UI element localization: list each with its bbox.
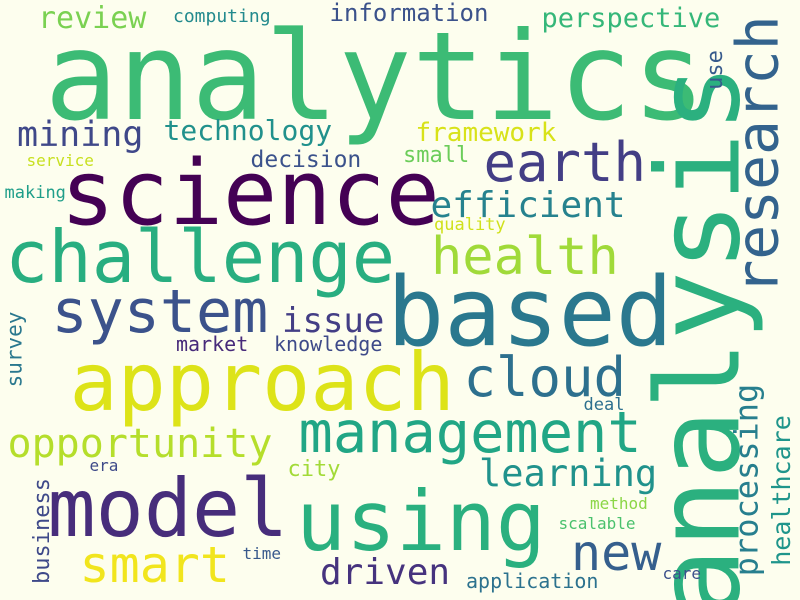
cloud-word-scalable: scalable: [558, 514, 636, 533]
cloud-word-care: care: [662, 564, 702, 583]
cloud-word-knowledge: knowledge: [274, 332, 383, 356]
cloud-word-learning: learning: [479, 451, 658, 495]
cloud-word-cloud: cloud: [463, 346, 627, 409]
cloud-word-business: business: [29, 478, 55, 584]
cloud-word-deal: deal: [583, 394, 625, 415]
cloud-word-computing: computing: [173, 6, 271, 27]
cloud-word-market: market: [176, 332, 249, 356]
cloud-word-opportunity: opportunity: [7, 421, 273, 467]
cloud-word-issue: issue: [282, 301, 385, 341]
cloud-word-decision: decision: [250, 146, 362, 173]
cloud-word-review: review: [38, 1, 147, 36]
cloud-word-use: use: [702, 50, 728, 90]
cloud-word-smart: smart: [79, 536, 231, 594]
cloud-word-processing: processing: [726, 383, 765, 577]
cloud-word-research: research: [723, 15, 792, 295]
cloud-word-analytics: analytics: [44, 6, 706, 148]
cloud-word-system: system: [51, 277, 269, 347]
cloud-word-driven: driven: [320, 552, 451, 593]
cloud-word-efficient: efficient: [430, 185, 626, 226]
cloud-word-mining: mining: [17, 114, 144, 155]
cloud-word-approach: approach: [69, 336, 455, 429]
cloud-word-method: method: [590, 494, 648, 513]
cloud-word-perspective: perspective: [541, 2, 721, 34]
cloud-word-health: health: [431, 227, 619, 287]
cloud-word-small: small: [403, 143, 470, 168]
cloud-word-service: service: [26, 151, 94, 170]
cloud-word-model: model: [47, 462, 289, 555]
cloud-word-management: management: [298, 399, 642, 466]
cloud-word-technology: technology: [163, 114, 333, 147]
cloud-word-science: science: [60, 141, 440, 246]
cloud-word-city: city: [287, 457, 341, 482]
cloud-word-using: using: [296, 472, 546, 570]
cloud-word-era: era: [89, 456, 119, 475]
cloud-word-new: new: [571, 524, 662, 582]
cloud-word-information: information: [329, 0, 489, 27]
cloud-word-time: time: [242, 544, 282, 563]
cloud-word-earth: earth: [483, 131, 647, 194]
cloud-word-challenge: challenge: [5, 215, 396, 299]
cloud-word-survey: survey: [2, 311, 27, 387]
cloud-word-making: making: [4, 182, 66, 203]
cloud-word-framework: framework: [415, 118, 557, 148]
cloud-word-based: based: [387, 257, 673, 368]
cloud-word-healthcare: healthcare: [766, 414, 796, 566]
cloud-word-quality: quality: [434, 214, 506, 235]
cloud-word-application: application: [466, 569, 599, 593]
